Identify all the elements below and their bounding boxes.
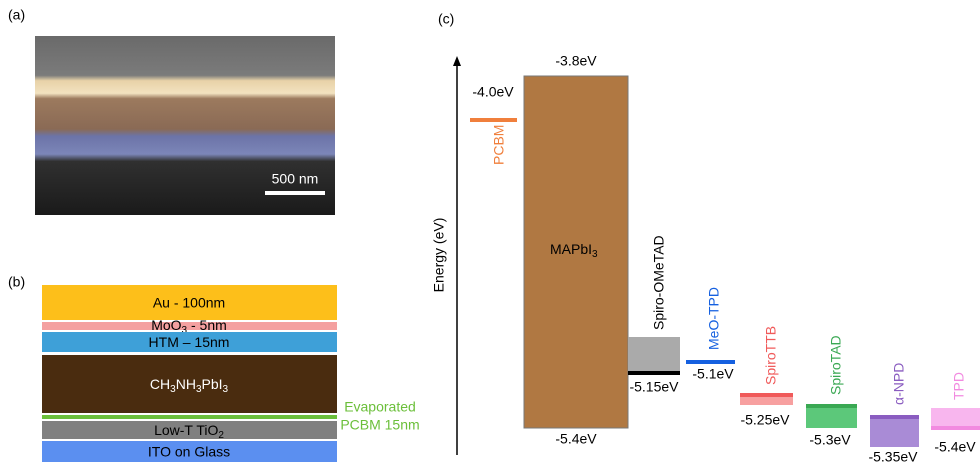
level-box [870, 417, 919, 447]
level-box [628, 337, 680, 373]
level-label: -5.4eV [934, 439, 976, 455]
level-label: -4.0eV [472, 84, 514, 100]
pcbm-note: Evaporated [344, 399, 416, 415]
panel-label: (c) [438, 11, 454, 27]
text-part: NH [176, 376, 196, 392]
panel-label: (a) [8, 7, 25, 23]
material-name: α-NPD [891, 363, 907, 405]
label: ITO on Glass [148, 443, 230, 459]
text-part: MAPbI [550, 241, 592, 257]
level-label: -5.3eV [809, 432, 851, 448]
level-box [806, 406, 857, 428]
level-line [806, 404, 857, 408]
text-part: HTM – 15nm [149, 334, 230, 350]
text-part: MoO [151, 317, 181, 333]
level-label: -5.1eV [692, 366, 734, 382]
material-name: MeO-TPD [706, 287, 722, 350]
subscript: 3 [223, 384, 229, 395]
figure: (a) 500 nm (b) (c) Energy (eV) Au - 100n… [0, 0, 980, 464]
scale-bar-label: 500 nm [272, 171, 319, 187]
subscript: 2 [218, 430, 224, 441]
text-part: ITO on Glass [148, 443, 230, 459]
axis-title: Energy (eV) [431, 218, 447, 293]
material-name: Spiro-OMeTAD [651, 235, 667, 330]
label: Au - 100nm [153, 294, 225, 310]
level-label: -5.4eV [555, 431, 597, 447]
material-name: SpiroTTB [763, 326, 779, 385]
level-line [686, 360, 735, 364]
sem-image [35, 36, 335, 215]
text-part: PbI [202, 376, 223, 392]
scale-bar [265, 191, 325, 195]
level-label: -5.15eV [629, 379, 679, 395]
level-label: -3.8eV [555, 53, 597, 69]
axis-arrow [453, 56, 461, 66]
subscript: 3 [592, 249, 598, 260]
level-label: -5.25eV [740, 412, 790, 428]
text-part: Au - 100nm [153, 294, 225, 310]
text-part: Low-T TiO [154, 422, 218, 438]
material-name: PCBM [491, 125, 507, 165]
material-name: TPD [951, 372, 967, 400]
text-part: CH [150, 376, 170, 392]
pcbm-note: PCBM 15nm [340, 417, 419, 433]
text-part: - 5nm [187, 317, 227, 333]
material-name: SpiroTAD [828, 335, 844, 395]
layer [42, 415, 337, 419]
level-line [870, 415, 919, 419]
level-line [470, 118, 517, 122]
level-label: -5.35eV [868, 449, 918, 464]
level-line [931, 426, 980, 430]
panel-label: (b) [8, 274, 25, 290]
level-line [628, 371, 680, 375]
level-line [740, 393, 793, 397]
label: HTM – 15nm [149, 334, 230, 350]
